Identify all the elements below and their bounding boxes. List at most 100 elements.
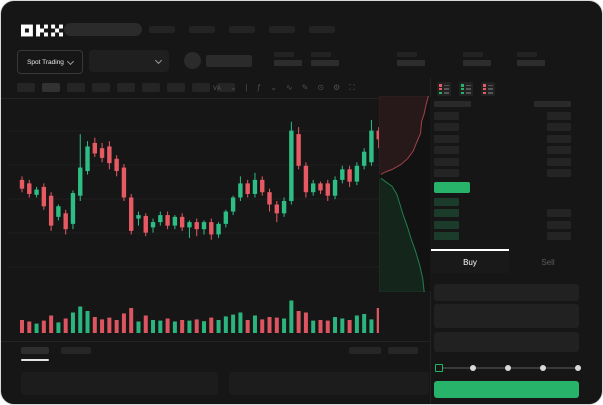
bid-price-placeholder [434,220,459,229]
bottom-action-placeholder[interactable] [349,347,381,354]
search-input[interactable] [64,23,142,36]
chevron-down-icon [66,57,74,65]
ask-row[interactable] [434,134,571,143]
amount-slider[interactable] [435,363,581,372]
ask-price-placeholder [434,123,459,132]
book-asks-only-icon[interactable] [481,82,495,96]
timeframe-button[interactable] [17,83,35,92]
pair-selector-dropdown[interactable] [89,50,169,72]
ticker-stat [311,52,339,66]
candlestick-chart[interactable] [9,101,381,298]
slider-stop[interactable] [575,364,581,371]
icon-row [461,87,471,91]
VA-icon[interactable]: ᴠᴀ [213,83,221,92]
stat-value-placeholder [397,60,425,66]
timeframe-button[interactable] [42,83,60,92]
bid-amount-placeholder [547,209,571,218]
nav-item-placeholder[interactable] [309,26,335,33]
ask-amount-placeholder [547,134,571,143]
timeframe-button[interactable] [67,83,85,92]
nav-item-placeholder[interactable] [149,26,175,33]
nav-item-placeholder[interactable] [229,26,255,33]
slider-stop[interactable] [505,364,511,371]
timeframe-button[interactable] [117,83,135,92]
icon-line [487,92,493,94]
stat-value-placeholder [463,60,491,66]
timeframe-button[interactable] [192,83,210,92]
amount-field[interactable] [434,304,579,328]
buy-submit-button[interactable] [434,381,579,398]
nav-item-placeholder[interactable] [189,26,215,33]
bid-row[interactable] [434,220,571,229]
camera-icon[interactable]: ⊙ [317,83,325,92]
timeframe-button[interactable] [92,83,110,92]
toolbar-divider [1,98,431,99]
okx-logo[interactable] [21,23,63,38]
orderbook-bids [434,198,571,244]
bid-amount-placeholder [547,220,571,229]
chevron-down-icon[interactable]: ⌄ [270,83,277,92]
icon-line [443,92,449,94]
ask-row[interactable] [434,123,571,132]
timeframe-button[interactable] [167,83,185,92]
ask-price-placeholder [434,168,459,177]
stat-value-placeholder [517,60,545,66]
ticker-stat [463,52,491,66]
bid-row[interactable] [434,209,571,218]
ask-row[interactable] [434,157,571,166]
slider-handle[interactable] [435,363,443,372]
bottom-tab-active[interactable] [21,347,49,354]
bid-row[interactable] [434,198,571,206]
bid-price-placeholder [434,209,459,218]
bid-price-placeholder [434,232,459,241]
orderbook-view-toggles [437,82,495,96]
icon-cell [439,87,442,91]
icon-line [487,84,493,86]
ask-amount-placeholder [547,146,571,155]
ask-amount-placeholder [547,112,571,120]
bottom-tab[interactable] [61,347,91,354]
bottom-divider [1,341,431,342]
ask-price-placeholder [434,134,459,143]
line-tool-icon[interactable]: ∿ [285,83,293,92]
slider-stop[interactable] [470,364,476,371]
depth-chart[interactable] [378,95,432,297]
icon-cell [461,84,464,87]
tab-sell[interactable]: Sell [509,249,587,273]
nav-item-placeholder[interactable] [269,26,295,33]
volume-pane[interactable] [9,295,381,342]
icon-row [483,91,493,94]
stat-label-placeholder [274,52,294,57]
icon-cell [461,87,464,91]
fullscreen-icon[interactable]: ⛶ [349,82,355,92]
ask-row[interactable] [434,112,571,120]
stat-label-placeholder [517,52,537,57]
icon-line [465,92,471,94]
bottom-action-placeholder[interactable] [388,347,418,354]
ask-row[interactable] [434,146,571,155]
draw-pencil-icon[interactable]: ✎ [301,83,309,92]
last-price-badge[interactable] [434,182,470,193]
icon-line [443,88,449,90]
chevron-down-icon[interactable]: ⌄ [229,83,237,92]
stat-label-placeholder [397,52,417,57]
timeframe-button[interactable] [142,83,160,92]
coin-avatar [184,52,201,69]
book-bids-only-icon[interactable] [459,82,473,96]
market-type-selector[interactable]: Spot Trading [17,50,83,74]
total-field[interactable] [434,332,579,352]
pair-name-placeholder [206,55,252,67]
ask-amount-placeholder [547,168,571,177]
icon-line [465,88,471,90]
price-field[interactable] [434,284,579,301]
settings-gear-icon[interactable]: ⚙ [333,83,341,92]
timeframe-button[interactable] [217,83,235,92]
bid-row[interactable] [434,232,571,241]
slider-stop[interactable] [540,364,546,371]
ask-row[interactable] [434,168,571,177]
fx-icon[interactable]: ƒ [256,83,262,92]
orderbook-asks [434,112,571,180]
book-combined-icon[interactable] [437,82,451,96]
icon-cell [461,91,464,94]
tab-buy[interactable]: Buy [431,249,509,273]
